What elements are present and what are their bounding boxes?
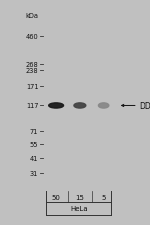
Text: 55: 55 (30, 141, 38, 147)
Text: 50: 50 (52, 195, 61, 201)
Text: 5: 5 (101, 195, 106, 201)
Ellipse shape (49, 104, 64, 109)
Text: 268: 268 (26, 61, 38, 67)
Text: 31: 31 (30, 170, 38, 176)
Text: 171: 171 (26, 84, 38, 90)
Text: DDX21: DDX21 (139, 101, 150, 110)
Text: 15: 15 (75, 195, 84, 201)
Text: kDa: kDa (25, 13, 38, 19)
Text: 460: 460 (26, 34, 38, 40)
Ellipse shape (98, 104, 109, 109)
Ellipse shape (74, 104, 86, 109)
Text: HeLa: HeLa (70, 205, 88, 211)
Text: 41: 41 (30, 156, 38, 162)
Text: 71: 71 (30, 128, 38, 134)
Text: 238: 238 (26, 67, 38, 73)
Text: 117: 117 (26, 103, 38, 109)
